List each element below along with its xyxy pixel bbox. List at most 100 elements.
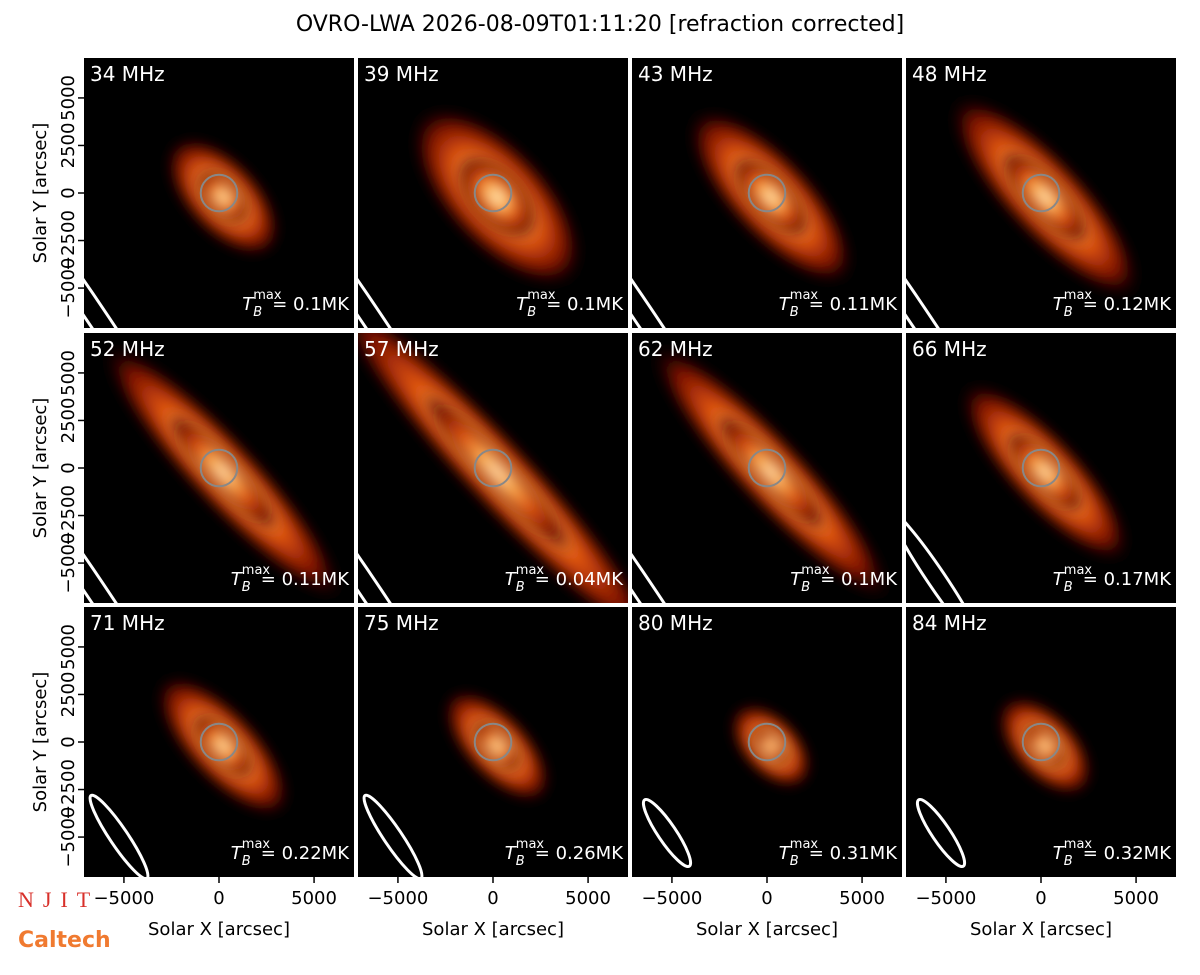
tb-subscript: B <box>253 305 262 320</box>
beam <box>358 462 454 603</box>
tb-symbol: T <box>516 294 529 315</box>
beam <box>88 793 150 877</box>
tb-symbol: T <box>505 843 518 864</box>
tb-symbol: T <box>779 843 792 864</box>
tb-superscript: max <box>790 288 819 303</box>
tb-subscript: B <box>1064 854 1073 869</box>
y-tick-label: −5000 <box>58 258 79 319</box>
panel: 62 MHz <box>632 333 902 603</box>
x-axis-label: Solar X [arcsec] <box>970 919 1112 940</box>
solar-disk <box>1021 173 1061 213</box>
beam <box>906 509 983 603</box>
x-tick-label: 0 <box>761 888 772 909</box>
y-tick-label: 2500 <box>58 672 79 718</box>
tb-symbol: T <box>779 294 792 315</box>
emission-core <box>422 391 572 553</box>
figure-title: OVRO-LWA 2026-08-09T01:11:20 [refraction… <box>296 12 904 37</box>
tb-symbol: T <box>231 569 244 590</box>
tb-max-value: = 0.04MK <box>535 569 624 590</box>
tb-max-value: = 0.31MK <box>809 843 898 864</box>
emission-core <box>471 719 523 773</box>
y-tick-label: 2500 <box>58 398 79 444</box>
tb-superscript: max <box>516 563 545 578</box>
emission-core <box>167 413 279 531</box>
solar-disk <box>747 173 787 213</box>
tb-subscript: B <box>242 580 251 595</box>
beam <box>358 187 454 328</box>
x-axis-label: Solar X [arcsec] <box>422 919 564 940</box>
tb-max-value: = 0.1MK <box>546 294 624 315</box>
tb-symbol: T <box>1053 569 1066 590</box>
panel: 48 MHz <box>906 58 1176 328</box>
x-tick-label: −5000 <box>93 888 154 909</box>
y-tick-label: 5000 <box>58 350 79 396</box>
y-tick-label: 5000 <box>58 75 79 121</box>
beam <box>906 187 1002 328</box>
beam <box>632 187 728 328</box>
tb-superscript: max <box>242 563 271 578</box>
tb-subscript: B <box>1064 580 1073 595</box>
beam <box>84 187 180 328</box>
emission-core <box>195 168 251 226</box>
solar-disk <box>199 448 239 488</box>
tb-max-value: = 0.11MK <box>809 294 898 315</box>
y-tick-label: 0 <box>58 462 79 473</box>
tb-superscript: max <box>801 563 830 578</box>
panel: 84 MHz <box>906 607 1176 877</box>
tb-symbol: T <box>231 843 244 864</box>
x-tick-label: −5000 <box>915 888 976 909</box>
tb-symbol: T <box>1053 294 1066 315</box>
x-axis-label: Solar X [arcsec] <box>696 919 838 940</box>
y-tick-label: 0 <box>58 736 79 747</box>
tb-superscript: max <box>242 837 271 852</box>
tb-superscript: max <box>516 837 545 852</box>
frequency-label: 62 MHz <box>638 337 713 361</box>
tb-subscript: B <box>1064 305 1073 320</box>
frequency-label: 84 MHz <box>912 611 987 635</box>
y-tick-label: −2500 <box>58 210 79 271</box>
tb-symbol: T <box>1053 843 1066 864</box>
x-tick-label: −5000 <box>367 888 428 909</box>
solar-disk <box>199 722 239 762</box>
frequency-label: 57 MHz <box>364 337 439 361</box>
tb-superscript: max <box>1064 837 1093 852</box>
y-tick-label: 2500 <box>58 123 79 169</box>
tb-subscript: B <box>790 305 799 320</box>
tb-subscript: B <box>527 305 536 320</box>
frequency-label: 43 MHz <box>638 62 713 86</box>
tb-superscript: max <box>527 288 556 303</box>
tb-max-value: = 0.11MK <box>261 569 350 590</box>
y-tick-label: −5000 <box>58 533 79 594</box>
solar-disk <box>747 722 787 762</box>
tb-max-value: = 0.1MK <box>272 294 350 315</box>
x-tick-label: 5000 <box>565 888 611 909</box>
y-axis-label: Solar Y [arcsec] <box>30 123 51 264</box>
tb-subscript: B <box>516 580 525 595</box>
emission-core <box>731 156 811 238</box>
tb-subscript: B <box>790 854 799 869</box>
panel: 43 MHz <box>632 58 902 328</box>
emission-core <box>1000 150 1090 244</box>
y-tick-label: −5000 <box>58 807 79 868</box>
tb-symbol: T <box>242 294 255 315</box>
frequency-label: 52 MHz <box>90 337 165 361</box>
frequency-label: 80 MHz <box>638 611 713 635</box>
solar-disk <box>473 722 513 762</box>
tb-subscript: B <box>242 854 251 869</box>
frequency-label: 71 MHz <box>90 611 165 635</box>
x-tick-label: −5000 <box>641 888 702 909</box>
tb-max-value: = 0.22MK <box>261 843 350 864</box>
tb-superscript: max <box>253 288 282 303</box>
x-tick-label: 5000 <box>291 888 337 909</box>
y-tick-label: 0 <box>58 187 79 198</box>
beam <box>641 797 693 869</box>
x-tick-label: 5000 <box>1113 888 1159 909</box>
frequency-label: 66 MHz <box>912 337 987 361</box>
panel: 71 MHz <box>84 607 354 877</box>
panel: 34 MHz <box>84 58 354 328</box>
beam <box>632 462 728 603</box>
tb-max-value: = 0.26MK <box>535 843 624 864</box>
x-axis-label: Solar X [arcsec] <box>148 919 290 940</box>
